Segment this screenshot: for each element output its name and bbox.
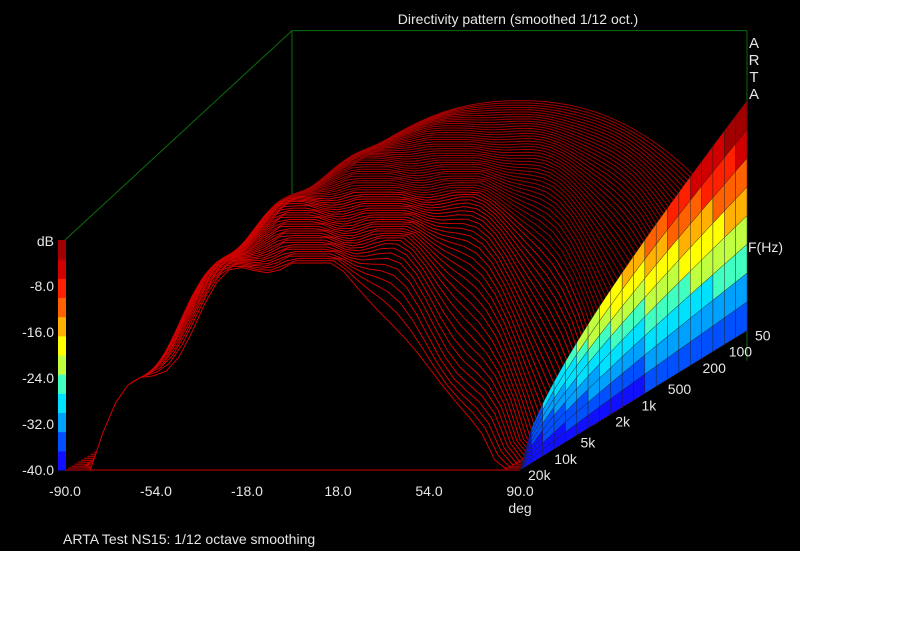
chart-title: Directivity pattern (smoothed 1/12 oct.): [398, 11, 638, 27]
color-scale-step: [58, 335, 66, 356]
color-scale-step: [58, 240, 66, 260]
high-angle-side-wall: [519, 100, 748, 471]
watermark-letter: A: [749, 86, 759, 103]
z-axis-tick-label: -24.0: [22, 370, 54, 386]
watermark-letter: T: [749, 69, 758, 86]
directivity-chart: Directivity pattern (smoothed 1/12 oct.)…: [0, 0, 800, 551]
x-axis-tick-label: -18.0: [231, 483, 263, 499]
color-scale-step: [58, 450, 66, 471]
frequency-tick-label: 500: [668, 381, 692, 397]
watermark-letter: A: [749, 35, 759, 52]
color-scale-step: [58, 316, 66, 337]
watermark-letter: R: [749, 52, 760, 69]
color-scale-step: [58, 355, 66, 375]
color-scale-step: [58, 297, 66, 318]
frequency-tick-label: 200: [703, 360, 727, 376]
color-scale-step: [58, 431, 66, 452]
response-curve: [65, 262, 520, 471]
dB-color-scale: dB -8.0 -16.0 -24.0 -32.0 -40.0: [22, 233, 66, 478]
frequency-tick-label: 20k: [528, 467, 552, 483]
x-axis-tick-label: -90.0: [49, 483, 81, 499]
color-scale-step: [58, 412, 66, 433]
z-axis-tick-label: -32.0: [22, 416, 54, 432]
z-axis-tick-label: -40.0: [22, 462, 54, 478]
x-axis-tick-label: 18.0: [324, 483, 351, 499]
x-axis-tick-label: 90.0: [506, 483, 533, 499]
side-wall-cell: [735, 100, 748, 144]
z-axis-unit: dB: [37, 233, 54, 249]
frequency-tick-label: 5k: [581, 435, 597, 451]
footer-note: ARTA Test NS15: 1/12 octave smoothing: [63, 531, 315, 547]
x-axis-tick-label: -54.0: [140, 483, 172, 499]
frequency-tick-label: 10k: [554, 451, 578, 467]
x-axis-tick-label: 54.0: [415, 483, 442, 499]
z-axis-tick-label: -16.0: [22, 324, 54, 340]
directivity-3d-plot: Directivity pattern (smoothed 1/12 oct.)…: [22, 11, 783, 547]
x-axis-unit: deg: [508, 500, 531, 516]
frequency-tick-label: 2k: [615, 413, 631, 429]
frequency-tick-label: 50: [755, 328, 771, 344]
color-scale-step: [58, 374, 66, 394]
color-scale-step: [58, 278, 66, 298]
z-axis-tick-label: -8.0: [30, 278, 54, 294]
frequency-tick-label: 100: [729, 344, 753, 360]
frequency-tick-label: 1k: [642, 397, 658, 413]
color-scale-step: [58, 259, 66, 279]
color-scale-step: [58, 393, 66, 413]
frequency-axis-unit: F(Hz): [748, 239, 783, 255]
